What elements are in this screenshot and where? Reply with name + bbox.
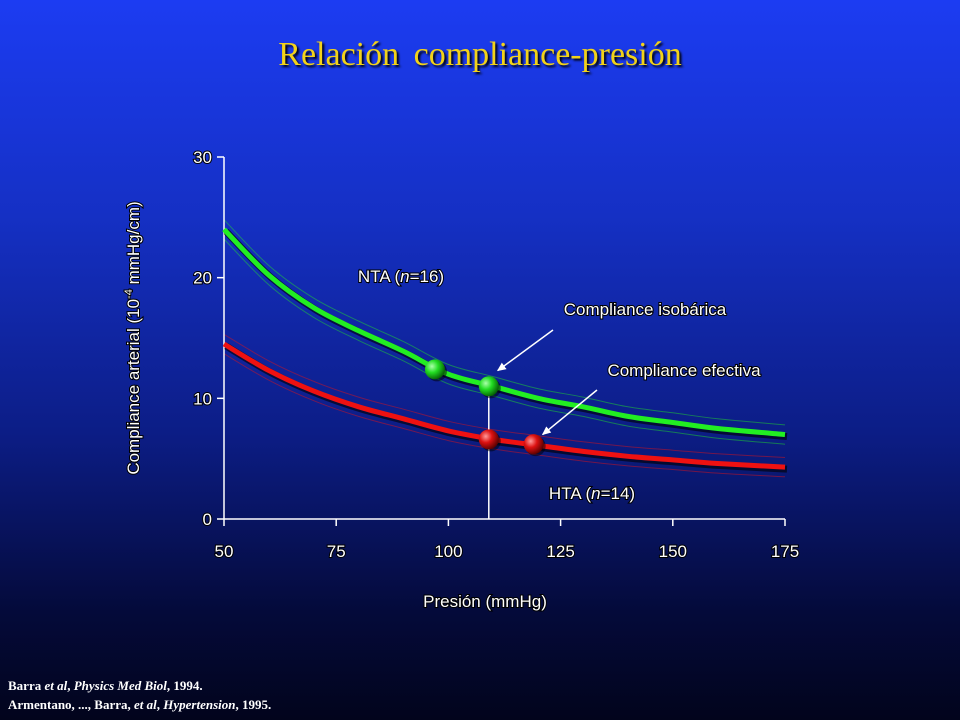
hta-marker (523, 434, 544, 455)
hta-label-part: =14) (601, 484, 636, 503)
x-tick-label: 50 (215, 542, 234, 561)
annotation-arrow (541, 389, 598, 436)
reference-text: Armentano, ..., Barra, (8, 697, 135, 712)
annotation-arrow (496, 329, 554, 372)
hta-series-label: HTA (n=14) (549, 484, 635, 503)
y-tick-label: 10 (193, 389, 212, 408)
references: Barra et al, Physics Med Biol, 1994. Arm… (8, 676, 271, 714)
reference-text: , 1994. (166, 678, 203, 693)
slide-title: Relación compliance-presión (278, 36, 682, 73)
nta-line-shadow (223, 228, 788, 440)
reference-text: et al (44, 678, 68, 693)
annotation-label: Compliance efectiva (607, 361, 761, 380)
y-axis-title-part: mmHg/cm) (124, 201, 143, 289)
y-tick-label: 0 (203, 510, 212, 529)
x-tick-label: 100 (434, 542, 462, 561)
axes (217, 156, 786, 526)
reference-text: et al (134, 697, 157, 712)
nta-line (222, 227, 786, 437)
nta-label-part: n (400, 267, 409, 286)
nta-marker (478, 376, 499, 397)
reference-text: , (67, 678, 74, 693)
reference-2: Armentano, ..., Barra, et al, Hypertensi… (8, 695, 271, 714)
hta-label-part: n (591, 484, 600, 503)
y-axis-title: Compliance arterial (10-4 mmHg/cm) (123, 201, 143, 474)
annotation-label: Compliance isobárica (564, 300, 727, 319)
confidence-bands (223, 219, 786, 478)
series-markers (424, 359, 546, 457)
nta-band-line (223, 238, 786, 445)
x-tick-label: 75 (327, 542, 346, 561)
x-tick-label: 175 (771, 542, 799, 561)
x-tick-label: 150 (659, 542, 687, 561)
reference-text: , 1995. (235, 697, 272, 712)
y-axis-title-part: Compliance arterial (10 (124, 299, 143, 475)
y-tick-label: 20 (193, 269, 212, 288)
nta-label-part: NTA ( (358, 267, 401, 286)
nta-label-part: =16) (410, 267, 445, 286)
series-lines (222, 227, 788, 473)
x-tick-label: 125 (546, 542, 574, 561)
hta-band-line (223, 333, 786, 458)
nta-band-line (223, 219, 786, 426)
reference-text: , (156, 697, 164, 712)
nta-marker (424, 359, 445, 380)
reference-text: Physics Med Biol (73, 678, 167, 693)
x-axis-title: Presión (mmHg) (423, 592, 547, 611)
reference-1: Barra et al, Physics Med Biol, 1994. (8, 676, 271, 695)
y-tick-label: 30 (193, 148, 212, 167)
hta-marker (478, 429, 499, 450)
hta-label-part: HTA ( (549, 484, 592, 503)
nta-series-label: NTA (n=16) (358, 267, 444, 286)
reference-text: Barra (8, 678, 45, 693)
y-axis-title-part: -4 (123, 289, 135, 299)
reference-text: Hypertension (163, 697, 236, 712)
